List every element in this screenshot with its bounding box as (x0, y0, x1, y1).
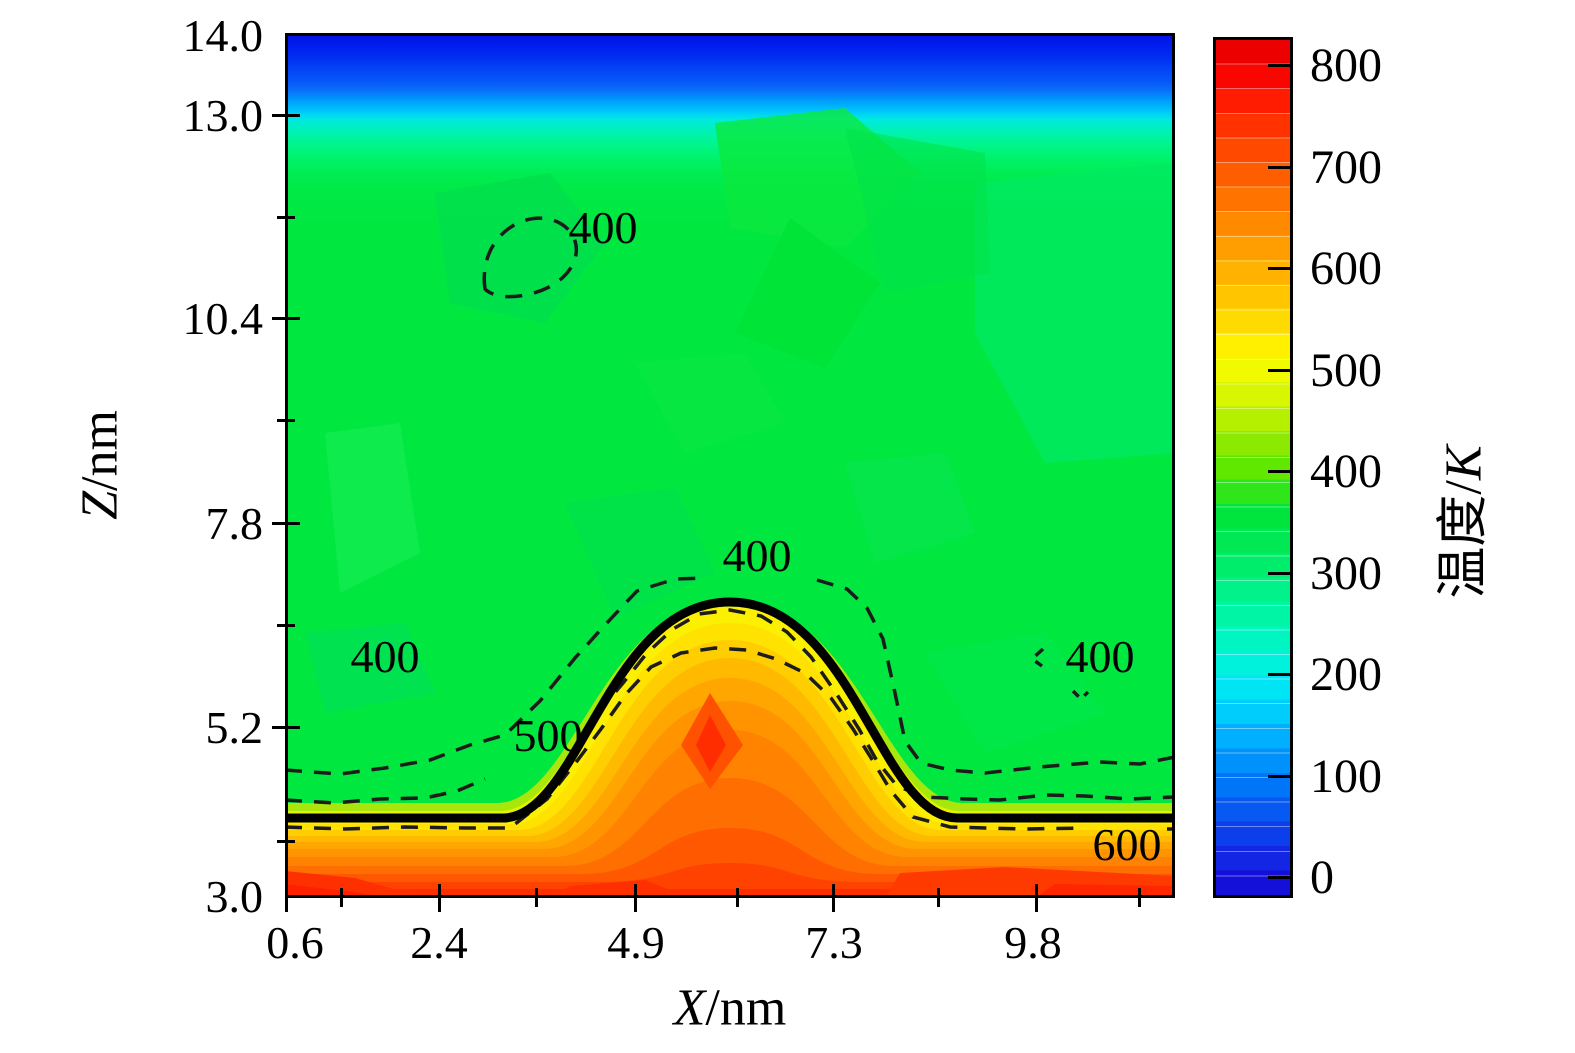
colorbar-tick-200 (1268, 673, 1290, 676)
x-axis-title-variable: X (673, 979, 706, 1037)
x-axis-major-tick (285, 884, 288, 912)
x-axis-minor-tick (340, 888, 343, 907)
contour-label-500: 500 (513, 710, 583, 761)
isotherm-500-left-segment (285, 777, 486, 805)
contour-label-600: 600 (1092, 819, 1162, 870)
z-axis-title-variable: Z (71, 490, 129, 520)
colorbar-tick-300 (1268, 572, 1290, 575)
contour-label-400-left: 400 (350, 631, 420, 682)
x-axis-minor-tick (937, 888, 940, 907)
colorbar-tick-800 (1268, 64, 1290, 67)
z-tick-label-5-2: 5.2 (205, 702, 264, 753)
z-tick-label-13: 13.0 (182, 90, 264, 141)
colorbar-tick-0 (1268, 876, 1290, 879)
z-axis-minor-tick (277, 216, 295, 219)
isotherm-400-right-segment (816, 578, 1175, 775)
colorbar-label-200: 200 (1310, 648, 1382, 701)
contour-label-400-right: 400 (1065, 631, 1135, 682)
z-axis-major-tick (272, 114, 300, 117)
colorbar-label-800: 800 (1310, 39, 1382, 92)
colorbar-title-variable: K (1435, 445, 1493, 481)
x-axis-title: X/nm (674, 979, 787, 1038)
colorbar-title-text: 温度 (1435, 494, 1493, 599)
x-tick-label-7-3: 7.3 (805, 917, 863, 968)
z-axis-minor-tick (277, 419, 295, 422)
z-tick-label-7-8: 7.8 (205, 498, 264, 549)
z-axis-title: Z/nm (71, 410, 130, 520)
x-axis-minor-tick (535, 888, 538, 907)
z-axis-major-tick (272, 317, 300, 320)
z-axis-title-unit: /nm (71, 410, 129, 491)
colorbar-tick-500 (1268, 369, 1290, 372)
colorbar-label-100: 100 (1310, 750, 1382, 803)
colorbar-label-600: 600 (1310, 242, 1382, 295)
z-axis-major-tick (272, 522, 300, 525)
colorbar-label-0: 0 (1310, 851, 1334, 904)
isotherm-500-right-segment (595, 608, 1175, 802)
colorbar-tick-400 (1268, 470, 1290, 473)
colorbar-label-700: 700 (1310, 141, 1382, 194)
x-axis-major-tick (634, 884, 637, 912)
surface-profile-line (285, 597, 1175, 823)
x-axis-major-tick (438, 884, 441, 912)
colorbar-label-300: 300 (1310, 547, 1382, 600)
z-axis-major-tick (272, 726, 300, 729)
z-tick-label-10-4: 10.4 (182, 293, 264, 344)
isotherm-400-left-segment (285, 576, 706, 776)
x-axis-major-tick (1035, 884, 1038, 912)
plot-border (285, 33, 1175, 898)
colorbar-tick-600 (1268, 267, 1290, 270)
colorbar-segment-lines (1216, 40, 1290, 895)
green-field-patches (305, 108, 1175, 753)
x-axis-title-unit: /nm (705, 979, 787, 1037)
contour-label-400-top: 400 (568, 202, 638, 253)
x-tick-label-9-8: 9.8 (1004, 917, 1062, 968)
hot-spot (681, 693, 743, 789)
x-tick-label-4-9: 4.9 (607, 917, 665, 968)
isotherm-600-left-segment (285, 646, 1086, 831)
colorbar-label-400: 400 (1310, 445, 1382, 498)
z-tick-label-3: 3.0 (205, 871, 264, 922)
colorbar-title: 温度/K (1421, 445, 1496, 598)
bottom-red-patches (285, 867, 1175, 898)
x-tick-label-0-6: 0.6 (266, 917, 324, 968)
colorbar-tick-700 (1268, 166, 1290, 169)
colorbar-tick-100 (1268, 775, 1290, 778)
colorbar-title-slash: / (1435, 480, 1493, 495)
x-tick-label-2-4: 2.4 (410, 917, 468, 968)
x-axis-minor-tick (1138, 888, 1141, 907)
colorbar-label-500: 500 (1310, 344, 1382, 397)
z-axis-minor-tick (277, 840, 295, 843)
z-tick-label-14: 14.0 (182, 10, 264, 61)
x-axis-major-tick (832, 884, 835, 912)
isotherm-400-right-pocket-fragment2 (1071, 689, 1090, 702)
x-axis-minor-tick (736, 888, 739, 907)
z-axis-minor-tick (277, 624, 295, 627)
temperature-colorbar (1213, 37, 1293, 898)
temperature-field-plot (285, 33, 1175, 898)
isotherm-400-right-pocket-fragment (1029, 647, 1045, 668)
contour-label-400-bump: 400 (722, 530, 792, 581)
